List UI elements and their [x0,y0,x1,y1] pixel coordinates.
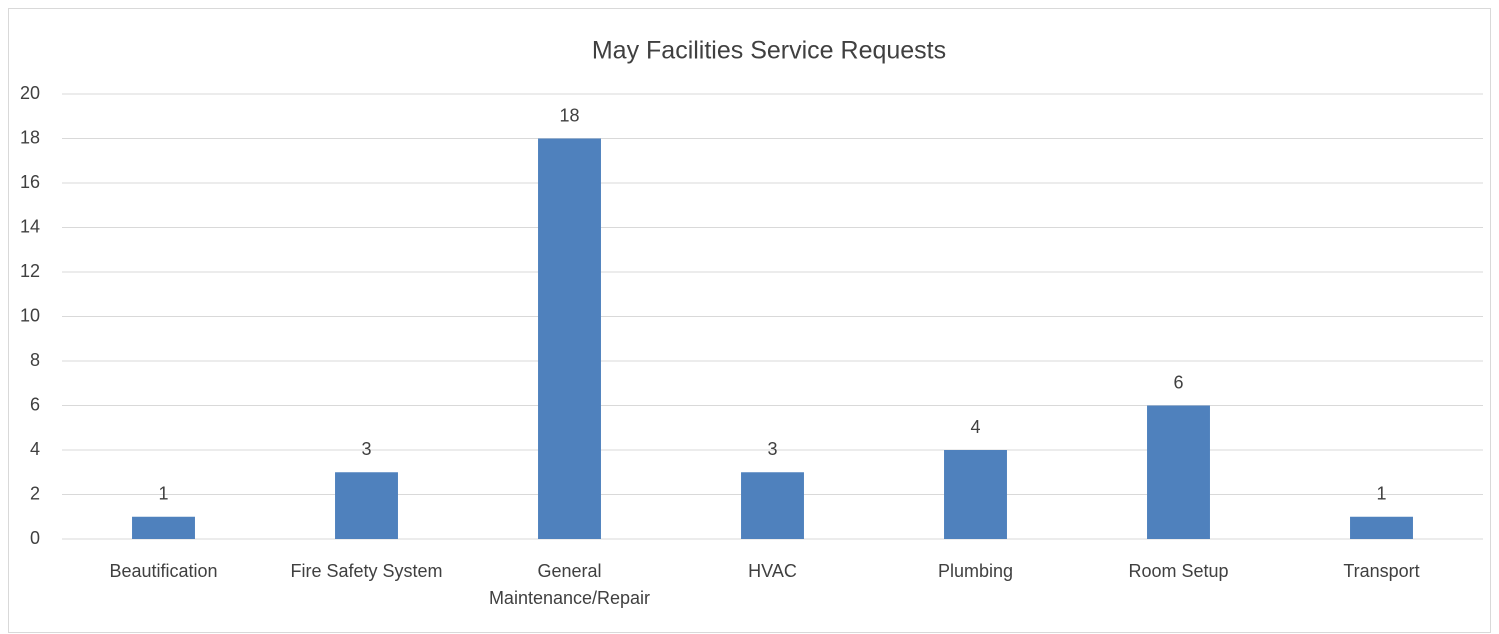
y-tick-label: 14 [20,216,40,236]
data-label: 4 [970,417,980,437]
x-tick-label: Room Setup [1128,561,1228,581]
chart-title: May Facilities Service Requests [592,37,946,65]
x-tick-label: HVAC [748,561,797,581]
x-tick-label: Fire Safety System [290,561,442,581]
y-tick-label: 16 [20,172,40,192]
bar [132,516,195,539]
data-label: 3 [361,439,371,459]
x-tick-label: Transport [1343,561,1419,581]
data-label: 6 [1173,372,1183,392]
bar [538,138,601,539]
data-label: 1 [158,484,168,504]
y-tick-label: 12 [20,261,40,281]
y-tick-label: 18 [20,127,40,147]
bar [741,472,804,539]
y-tick-label: 4 [30,439,40,459]
x-tick-label: Plumbing [938,561,1013,581]
bar [335,472,398,539]
y-tick-label: 10 [20,305,40,325]
y-tick-label: 0 [30,528,40,548]
y-tick-label: 2 [30,483,40,503]
y-tick-label: 6 [30,394,40,414]
data-label: 3 [767,439,777,459]
data-label: 1 [1376,484,1386,504]
bar [1147,405,1210,539]
x-tick-label: General Maintenance/Repair [489,561,650,608]
y-tick-label: 20 [20,83,40,103]
y-tick-label: 8 [30,350,40,370]
bar [944,450,1007,539]
x-tick-label: Beautification [109,561,217,581]
bar [1350,516,1413,539]
data-label: 18 [559,105,579,125]
